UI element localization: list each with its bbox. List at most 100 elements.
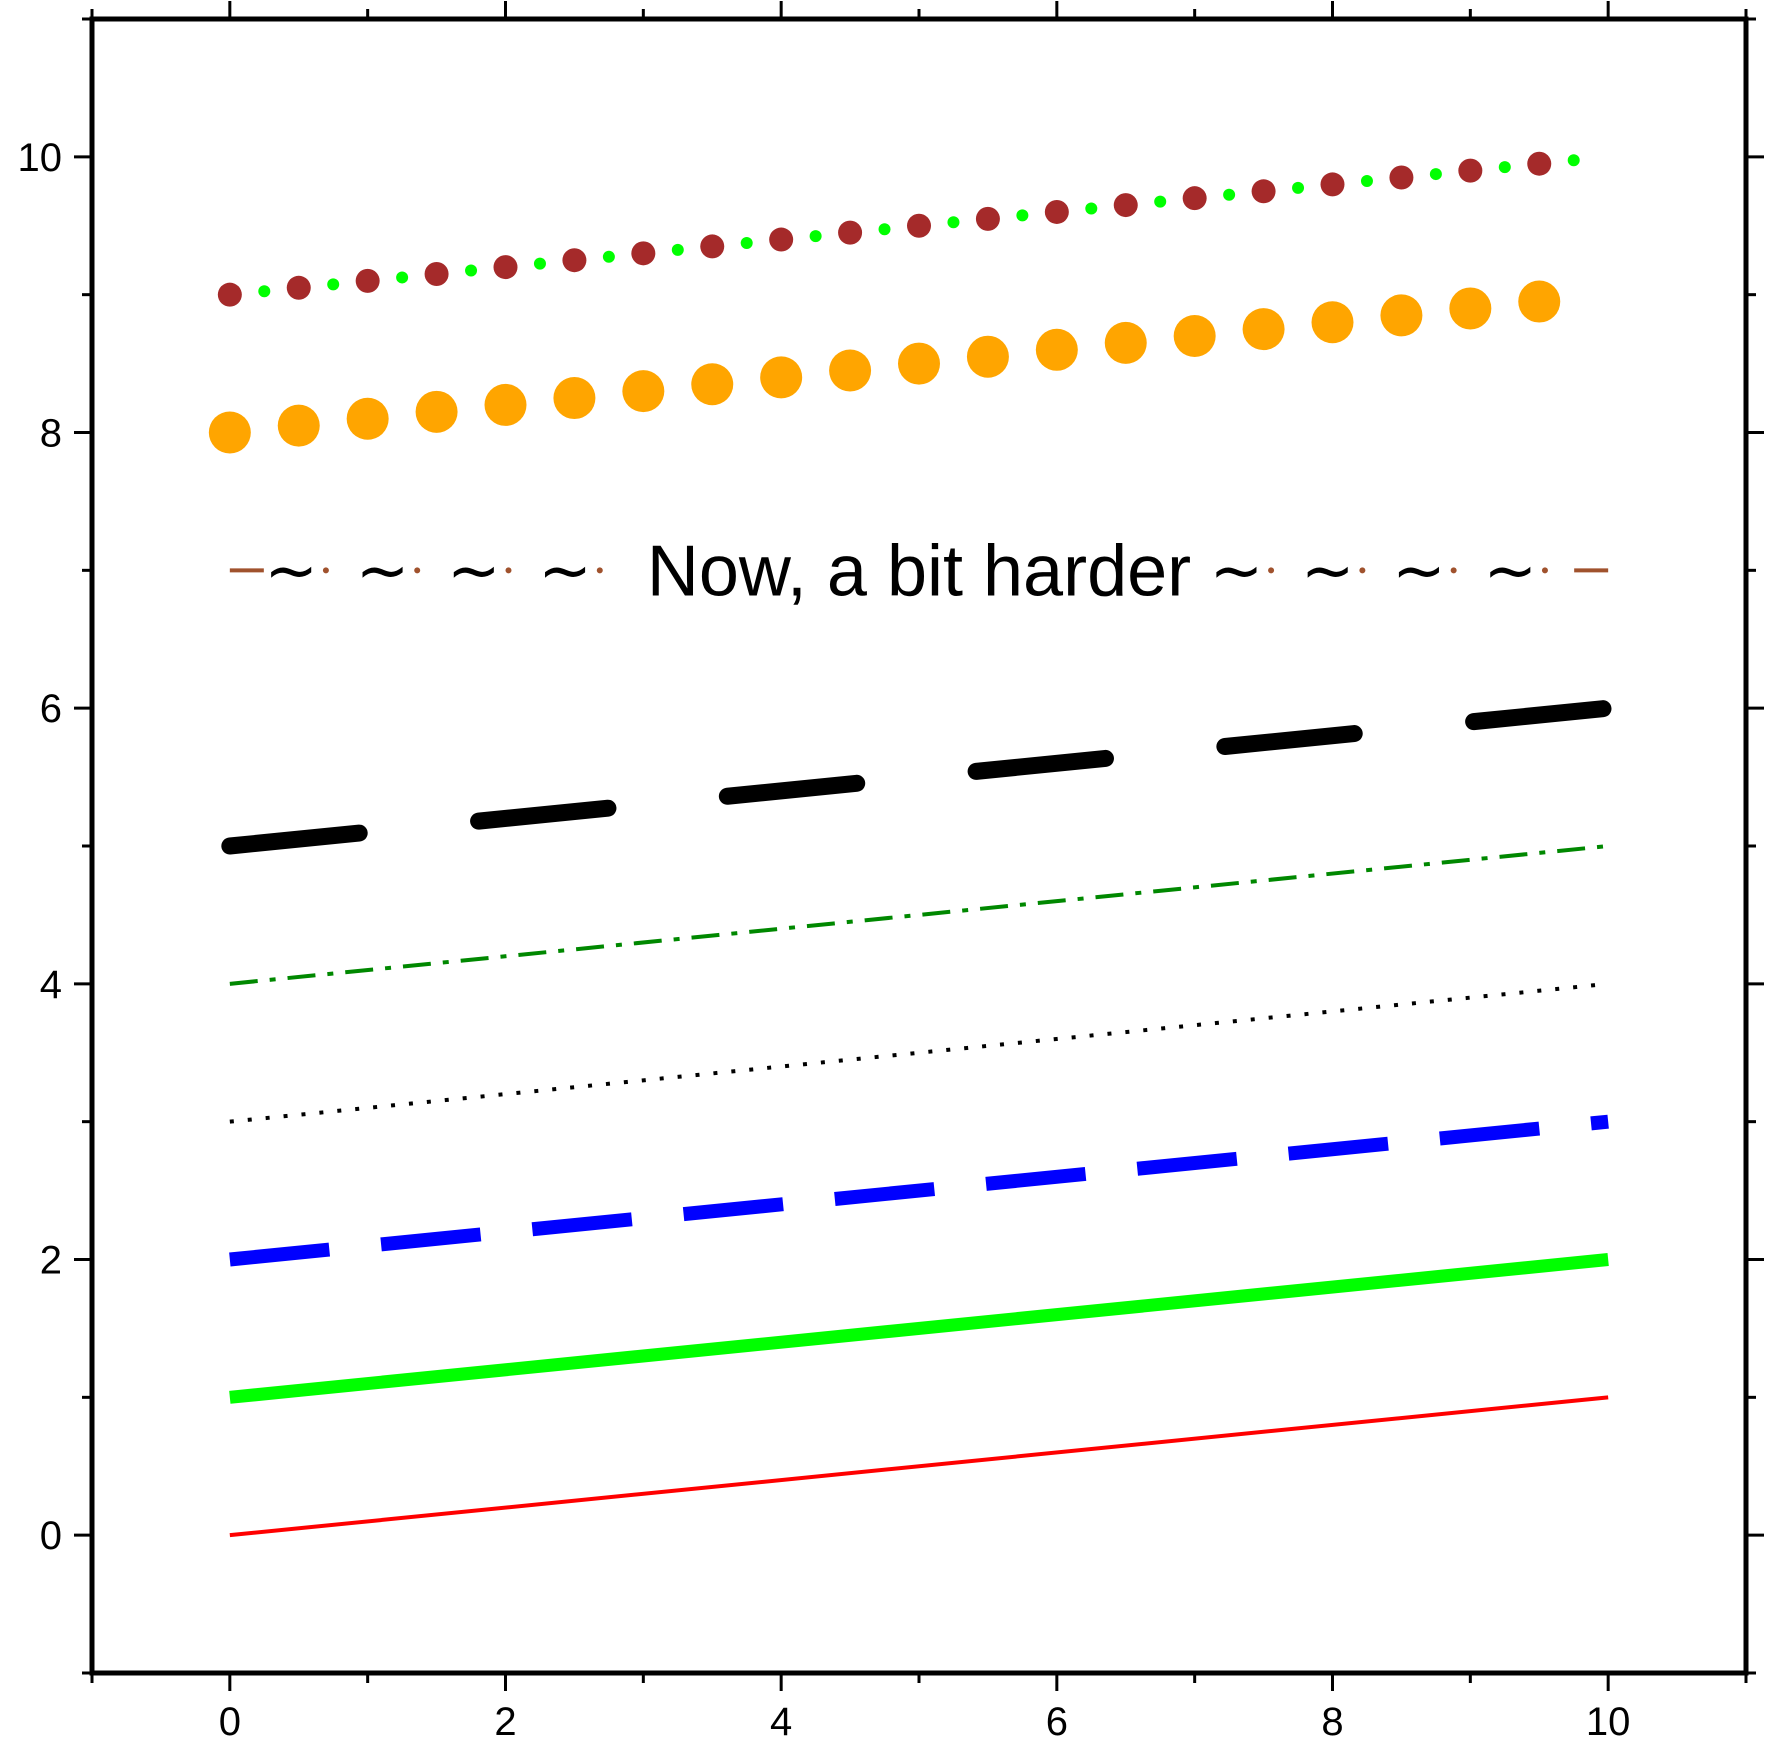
series-dot bbox=[484, 383, 527, 426]
series-line bbox=[229, 1395, 1609, 1538]
series-7-large-dots bbox=[208, 280, 1561, 454]
series-dot bbox=[424, 261, 449, 286]
series-dot bbox=[1182, 186, 1207, 211]
series-dot bbox=[327, 278, 340, 291]
series-dot bbox=[809, 230, 822, 243]
x-tick-label: 0 bbox=[219, 1700, 241, 1744]
series-dot bbox=[829, 349, 872, 392]
series-dot bbox=[217, 282, 242, 307]
series-dot bbox=[533, 257, 546, 270]
series-layer: ~ ~ ~ ~ ~ ~ ~ ~ bbox=[208, 151, 1617, 1538]
x-tick-label: 10 bbox=[1586, 1700, 1631, 1744]
series-dot bbox=[622, 370, 665, 413]
series-dot bbox=[1292, 181, 1305, 194]
series-dot bbox=[1113, 193, 1138, 218]
series-dot bbox=[1016, 209, 1029, 222]
series-line bbox=[229, 981, 1609, 1124]
series-dot bbox=[277, 404, 320, 447]
series-dot bbox=[1518, 280, 1561, 323]
x-tick-label: 2 bbox=[494, 1700, 516, 1744]
annotation-text: Now, a bit harder bbox=[647, 531, 1191, 611]
series-dot bbox=[396, 271, 409, 284]
series-dot bbox=[1450, 567, 1457, 574]
series-dot bbox=[1104, 321, 1147, 364]
series-dot bbox=[1085, 202, 1098, 215]
series-dot bbox=[346, 397, 389, 440]
series-dot bbox=[898, 342, 940, 385]
series-dot bbox=[1429, 168, 1442, 181]
series-dot bbox=[1044, 199, 1069, 224]
series-dot bbox=[1320, 172, 1345, 197]
series-dot bbox=[1173, 315, 1216, 358]
series-5-long-dash-rounded bbox=[221, 699, 1617, 855]
series-dot bbox=[465, 264, 478, 277]
series-dot bbox=[1527, 151, 1552, 176]
tick-labels: 0 2 4 6 8 10 0 2 4 6 8 10 bbox=[18, 136, 1631, 1744]
series-dot bbox=[691, 363, 734, 406]
series-dot bbox=[286, 275, 311, 300]
series-tilde: ~ bbox=[1483, 534, 1537, 608]
series-dot bbox=[907, 213, 931, 238]
y-tick-label: 8 bbox=[40, 412, 62, 456]
y-tick-label: 10 bbox=[18, 136, 63, 180]
series-dot bbox=[1035, 328, 1078, 371]
y-tick-label: 6 bbox=[40, 687, 62, 731]
series-dot bbox=[947, 216, 960, 229]
series-dot bbox=[562, 248, 587, 273]
series-dot bbox=[1449, 287, 1492, 330]
series-dot bbox=[700, 234, 725, 259]
series-dot bbox=[838, 220, 863, 245]
series-dot bbox=[760, 356, 803, 399]
y-tick-label: 0 bbox=[40, 1514, 62, 1558]
series-dot bbox=[1268, 567, 1275, 574]
series-dot bbox=[1541, 567, 1548, 574]
series-line bbox=[229, 1253, 1609, 1404]
series-dot bbox=[1567, 154, 1580, 167]
series-4-dash-dot bbox=[229, 844, 1609, 986]
series-dot bbox=[493, 255, 518, 280]
series-tilde: ~ bbox=[447, 534, 501, 608]
series-line bbox=[221, 699, 1617, 855]
series-line bbox=[229, 1114, 1609, 1267]
series-tilde: ~ bbox=[356, 534, 410, 608]
series-3-dotted bbox=[229, 981, 1609, 1124]
series-dot bbox=[1359, 567, 1366, 574]
tick-marks bbox=[74, 1, 1764, 1691]
series-dot bbox=[1311, 301, 1354, 344]
series-dot bbox=[631, 241, 656, 266]
series-tilde: ~ bbox=[1392, 534, 1446, 608]
annotation-layer: Now, a bit harder bbox=[647, 531, 1191, 611]
series-tilde: ~ bbox=[1301, 534, 1355, 608]
series-2-dashed bbox=[229, 1114, 1609, 1267]
series-8-alternating-dots bbox=[217, 151, 1580, 307]
series-tilde: ~ bbox=[538, 534, 592, 608]
series-line bbox=[229, 844, 1609, 986]
series-dot bbox=[1360, 174, 1373, 187]
series-dot bbox=[1458, 158, 1483, 183]
series-dot bbox=[415, 390, 458, 433]
series-1-solid-thick bbox=[229, 1253, 1609, 1404]
series-tilde: ~ bbox=[1210, 534, 1264, 608]
series-dot bbox=[769, 227, 794, 252]
series-dot bbox=[878, 223, 891, 236]
series-dot bbox=[740, 236, 753, 249]
series-dot bbox=[208, 411, 251, 454]
series-tilde: ~ bbox=[264, 534, 318, 608]
plot-frame bbox=[89, 16, 1749, 1676]
x-tick-label: 6 bbox=[1046, 1700, 1068, 1744]
series-dot bbox=[505, 567, 512, 574]
series-0-solid bbox=[229, 1395, 1609, 1538]
series-dot bbox=[258, 285, 271, 298]
series-dot bbox=[553, 377, 596, 420]
x-tick-label: 4 bbox=[770, 1700, 792, 1744]
series-dot bbox=[1223, 188, 1236, 201]
series-dot bbox=[1251, 179, 1276, 204]
series-6-decorated-text: ~ ~ ~ ~ ~ ~ ~ ~ bbox=[229, 534, 1609, 608]
series-dot bbox=[966, 335, 1009, 378]
series-dot bbox=[322, 567, 329, 574]
axes-layer: 0 2 4 6 8 10 0 2 4 6 8 10 bbox=[18, 1, 1764, 1744]
series-dot bbox=[355, 268, 380, 293]
series-dot bbox=[671, 243, 684, 256]
series-dot bbox=[975, 206, 1000, 231]
